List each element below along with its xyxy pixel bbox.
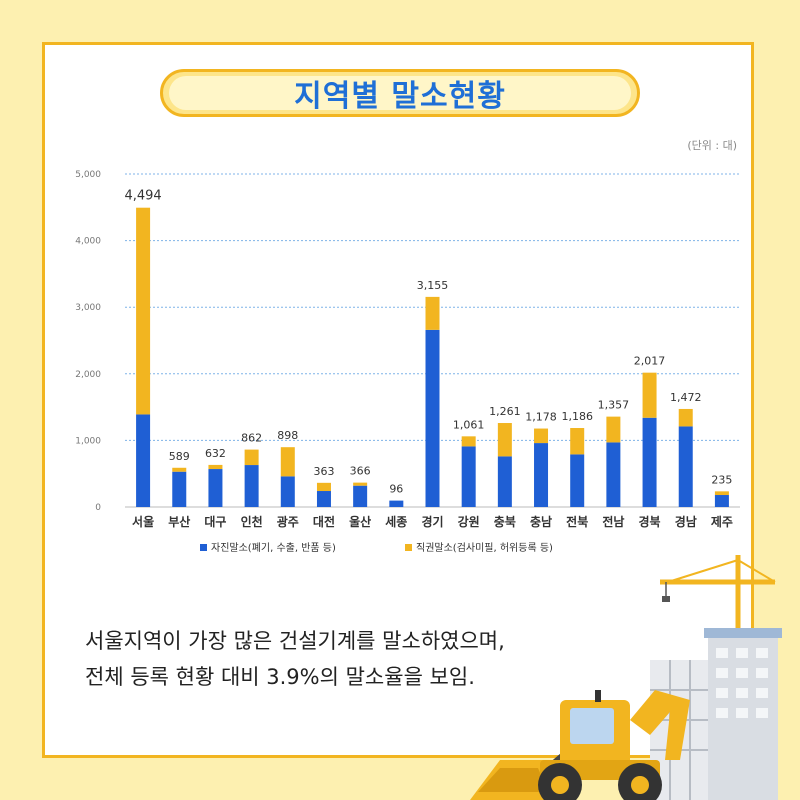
bar-ex-officio-deregistration xyxy=(606,416,621,443)
bar-self-deregistration xyxy=(570,454,585,507)
bar-self-deregistration xyxy=(244,465,259,507)
data-label: 2,017 xyxy=(634,355,666,368)
bar-self-deregistration xyxy=(316,491,331,507)
x-tick-label: 인천 xyxy=(241,514,263,529)
infographic-card: 지역별 말소현황 (단위 : 대) 0 1,000 2,000 3,000 4,000 5… xyxy=(42,42,754,758)
bar-ex-officio-deregistration xyxy=(172,467,187,472)
data-label: 96 xyxy=(389,483,403,496)
data-label: 235 xyxy=(711,473,732,486)
y-tick-label: 4,000 xyxy=(75,237,101,247)
x-tick-label: 충북 xyxy=(494,514,516,529)
x-tick-label: 대전 xyxy=(313,514,335,529)
bar-ex-officio-deregistration xyxy=(497,423,512,457)
bar-ex-officio-deregistration xyxy=(570,428,585,455)
y-tick-label: 5,000 xyxy=(75,170,101,180)
data-label: 1,186 xyxy=(561,410,593,423)
bar-self-deregistration xyxy=(389,500,404,507)
x-tick-label: 전남 xyxy=(602,514,624,529)
bar-ex-officio-deregistration xyxy=(244,449,259,466)
excavator-icon xyxy=(470,690,690,800)
bar-self-deregistration xyxy=(642,417,657,507)
legend-label-ex-officio: 직권말소(검사미필, 허위등록 등) xyxy=(416,541,553,554)
x-tick-label: 강원 xyxy=(458,515,480,529)
data-label: 1,357 xyxy=(598,399,630,412)
y-tick-label: 3,000 xyxy=(75,303,101,313)
x-tick-label: 전북 xyxy=(566,514,588,529)
x-tick-label: 충남 xyxy=(530,514,552,529)
bar-ex-officio-deregistration xyxy=(425,296,440,330)
bar-self-deregistration xyxy=(280,476,295,507)
x-tick-label: 경기 xyxy=(421,514,443,529)
page-title: 지역별 말소현황 xyxy=(294,79,506,114)
title-banner: 지역별 말소현황 xyxy=(160,69,640,117)
bar-ex-officio-deregistration xyxy=(642,372,657,418)
x-tick-label: 부산 xyxy=(168,514,190,529)
summary-text: 서울지역이 가장 많은 건설기계를 말소하였으며, 전체 등록 현황 대비 3.… xyxy=(85,623,705,695)
bar-self-deregistration xyxy=(606,442,621,507)
bar-ex-officio-deregistration xyxy=(714,491,729,496)
bar-ex-officio-deregistration xyxy=(316,482,331,492)
bar-ex-officio-deregistration xyxy=(678,408,693,427)
bar-self-deregistration xyxy=(714,495,729,507)
x-tick-label: 서울 xyxy=(132,514,154,529)
x-tick-label: 제주 xyxy=(711,515,733,529)
data-label: 366 xyxy=(350,465,371,478)
crane-icon xyxy=(660,555,776,640)
legend-swatch-self xyxy=(200,544,207,551)
y-tick-label: 0 xyxy=(95,503,101,513)
x-tick-label: 울산 xyxy=(349,514,371,529)
bar-ex-officio-deregistration xyxy=(208,464,223,470)
bar-ex-officio-deregistration xyxy=(353,482,368,486)
bar-self-deregistration xyxy=(497,456,512,507)
x-tick-label: 세종 xyxy=(385,514,407,529)
data-label: 862 xyxy=(241,432,262,445)
data-label: 1,472 xyxy=(670,391,702,404)
legend-swatch-ex-officio xyxy=(405,544,412,551)
data-label: 1,178 xyxy=(525,411,557,424)
data-label: 1,061 xyxy=(453,418,485,431)
bar-chart: 0 1,000 2,000 3,000 4,000 5,000 4,494 서울 589 부산 63… xyxy=(75,170,740,554)
bar-ex-officio-deregistration xyxy=(136,207,151,415)
y-tick-label: 2,000 xyxy=(75,370,101,380)
x-tick-label: 경남 xyxy=(675,514,697,529)
legend-label-self: 자진말소(폐기, 수출, 반품 등) xyxy=(211,542,336,554)
bar-self-deregistration xyxy=(678,426,693,507)
bar-self-deregistration xyxy=(534,443,549,507)
unit-label: (단위 : 대) xyxy=(687,139,737,152)
bar-self-deregistration xyxy=(136,414,151,507)
x-tick-label: 광주 xyxy=(277,514,299,529)
data-label: 363 xyxy=(313,465,334,478)
summary-line-1: 서울지역이 가장 많은 건설기계를 말소하였으며, xyxy=(85,629,505,653)
bar-ex-officio-deregistration xyxy=(280,447,295,477)
bar-self-deregistration xyxy=(208,469,223,507)
bar-self-deregistration xyxy=(425,329,440,507)
summary-line-2: 전체 등록 현황 대비 3.9%의 말소율을 보임. xyxy=(85,665,475,689)
x-tick-label: 경북 xyxy=(639,515,661,529)
x-tick-label: 대구 xyxy=(204,515,226,529)
y-tick-label: 1,000 xyxy=(75,436,101,446)
data-label: 898 xyxy=(277,429,298,442)
data-label: 3,155 xyxy=(417,279,449,292)
data-label: 632 xyxy=(205,447,226,460)
data-label: 1,261 xyxy=(489,405,520,418)
bar-self-deregistration xyxy=(172,471,187,507)
bar-ex-officio-deregistration xyxy=(461,436,476,447)
data-label: 589 xyxy=(169,450,190,463)
bar-self-deregistration xyxy=(461,446,476,507)
data-label: 4,494 xyxy=(124,189,161,204)
bar-ex-officio-deregistration xyxy=(534,428,549,444)
bar-self-deregistration xyxy=(353,485,368,507)
